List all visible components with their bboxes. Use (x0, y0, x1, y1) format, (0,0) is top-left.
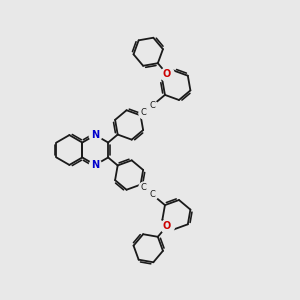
Text: C: C (149, 101, 155, 110)
Text: N: N (91, 130, 99, 140)
Text: C: C (141, 108, 147, 117)
Text: O: O (163, 69, 171, 79)
Text: C: C (141, 183, 147, 192)
Text: O: O (163, 221, 171, 231)
Text: C: C (149, 190, 155, 199)
Text: N: N (91, 160, 99, 170)
